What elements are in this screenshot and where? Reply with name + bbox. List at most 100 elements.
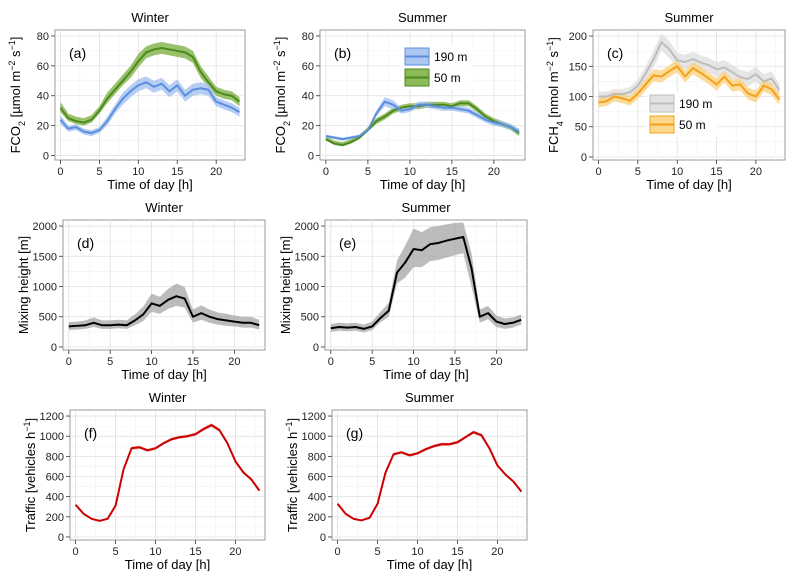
- panel-tag: (c): [607, 45, 623, 61]
- y-axis-label: Traffic [vehicles h−1]: [284, 418, 300, 532]
- panel-e: 0 5 10 15 20 0 500 1000 1500 2000 Summer (e) Time of…: [278, 200, 528, 382]
- y-tick-label: 60: [302, 61, 314, 73]
- x-tick-label: 0: [595, 166, 601, 178]
- y-axis-label: FCO2 [µmol m−2 s−1]: [7, 37, 27, 154]
- series-band-0: [68, 283, 260, 331]
- x-tick-label: 5: [96, 166, 102, 178]
- y-tick-label: 0: [313, 342, 319, 354]
- panel-tag: (a): [69, 45, 86, 61]
- panel-tag: (b): [334, 45, 351, 61]
- legend-label: 190 m: [434, 50, 467, 64]
- y-tick-label: 40: [37, 91, 49, 103]
- y-tick-label: 0: [51, 342, 57, 354]
- y-tick-label: 500: [301, 312, 319, 324]
- y-tick-label: 0: [58, 532, 64, 544]
- x-tick-label: 15: [710, 166, 722, 178]
- x-axis-label: Time of day [h]: [387, 557, 473, 571]
- panel-tag: (f): [84, 425, 97, 441]
- y-tick-label: 400: [46, 492, 64, 504]
- x-tick-label: 15: [449, 356, 461, 368]
- x-axis-label: Time of day [h]: [125, 557, 211, 571]
- y-tick-label: 2000: [33, 221, 57, 233]
- x-tick-label: 10: [404, 166, 416, 178]
- legend: 190 m 50 m: [401, 44, 473, 90]
- x-tick-label: 15: [187, 356, 199, 368]
- x-tick-label: 20: [491, 546, 503, 558]
- y-tick-label: 200: [569, 31, 587, 43]
- y-axis-label: FCH4 [nmol m−2 s−1]: [545, 37, 565, 153]
- panel-title: Winter: [131, 10, 169, 25]
- x-tick-label: 15: [451, 546, 463, 558]
- y-tick-label: 600: [46, 472, 64, 484]
- x-tick-label: 10: [407, 356, 419, 368]
- series-line-0: [336, 431, 523, 522]
- y-tick-label: 1200: [40, 411, 64, 423]
- x-tick-label: 5: [635, 166, 641, 178]
- x-tick-label: 10: [145, 356, 157, 368]
- y-tick-label: 0: [320, 532, 326, 544]
- x-tick-label: 5: [112, 546, 118, 558]
- panel-d: 0 5 10 15 20 0 500 1000 1500 2000 Winter (d) Time of…: [16, 200, 266, 382]
- x-axis-label: Time of day [h]: [646, 177, 732, 192]
- y-tick-label: 0: [308, 151, 314, 163]
- series-line-1: [325, 100, 520, 141]
- y-tick-label: 800: [46, 451, 64, 463]
- panel-title: Summer: [398, 10, 448, 25]
- y-tick-label: 20: [302, 121, 314, 133]
- plot-area: [62, 219, 266, 351]
- plot-area: [69, 409, 266, 541]
- y-tick-label: 20: [37, 121, 49, 133]
- panel-g: 0 5 10 15 20020040060080010001200Summer(g)Ti…: [284, 390, 528, 571]
- series-band-1: [60, 76, 240, 137]
- panel-title: Summer: [664, 10, 714, 25]
- y-tick-label: 0: [43, 151, 49, 163]
- x-tick-label: 0: [73, 546, 79, 558]
- series-line-0: [59, 46, 241, 124]
- panel-tag: (e): [339, 235, 356, 251]
- x-tick-label: 0: [57, 166, 63, 178]
- panel-a: 0 5 10 15 20 0 20 40 60 80 Winter (a) Time of day [h…: [7, 10, 246, 192]
- y-tick-label: 150: [569, 61, 587, 73]
- y-tick-label: 1500: [33, 251, 57, 263]
- x-axis-label: Time of day [h]: [383, 367, 469, 382]
- panel-title: Summer: [405, 390, 455, 405]
- x-tick-label: 5: [365, 166, 371, 178]
- y-tick-label: 200: [308, 512, 326, 524]
- x-tick-label: 15: [446, 166, 458, 178]
- x-tick-label: 5: [107, 356, 113, 368]
- legend-label: 50 m: [434, 71, 461, 85]
- y-tick-label: 1000: [295, 282, 319, 294]
- legend-label: 190 m: [679, 97, 712, 111]
- y-tick-label: 0: [581, 152, 587, 164]
- y-tick-label: 100: [569, 92, 587, 104]
- y-axis-label: Mixing height [m]: [16, 236, 31, 334]
- y-tick-label: 60: [37, 61, 49, 73]
- panel-title: Winter: [149, 390, 187, 405]
- series-band-0: [60, 41, 240, 126]
- legend-label: 50 m: [679, 118, 706, 132]
- y-tick-label: 40: [302, 91, 314, 103]
- panel-title: Winter: [145, 200, 183, 215]
- y-tick-label: 500: [39, 312, 57, 324]
- x-tick-label: 5: [374, 546, 380, 558]
- y-tick-label: 600: [308, 472, 326, 484]
- y-tick-label: 1000: [33, 282, 57, 294]
- series-band-0: [330, 222, 522, 333]
- x-axis-label: Time of day [h]: [380, 177, 466, 192]
- x-tick-label: 10: [671, 166, 683, 178]
- plot-area: [331, 409, 528, 541]
- x-tick-label: 0: [335, 546, 341, 558]
- y-tick-label: 1000: [40, 431, 64, 443]
- x-tick-label: 20: [750, 166, 762, 178]
- y-tick-label: 1200: [302, 411, 326, 423]
- y-tick-label: 80: [302, 31, 314, 43]
- x-tick-label: 5: [369, 356, 375, 368]
- y-tick-label: 800: [308, 451, 326, 463]
- series-line-1: [598, 65, 781, 104]
- y-axis-label: Mixing height [m]: [278, 236, 293, 334]
- y-axis-label: FCO2 [µmol m−2 s−1]: [272, 37, 292, 154]
- x-tick-label: 10: [132, 166, 144, 178]
- x-tick-label: 10: [149, 546, 161, 558]
